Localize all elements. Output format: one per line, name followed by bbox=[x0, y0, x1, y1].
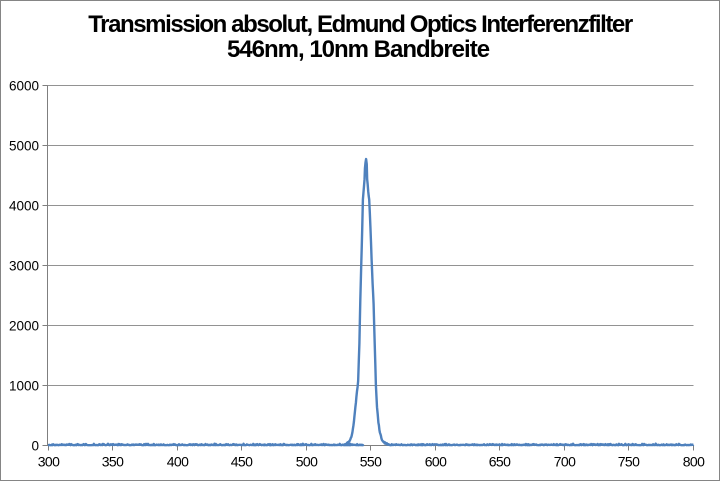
svg-text:350: 350 bbox=[102, 454, 124, 470]
svg-text:0: 0 bbox=[31, 438, 39, 453]
svg-text:2000: 2000 bbox=[9, 318, 39, 333]
svg-text:750: 750 bbox=[618, 454, 640, 470]
svg-text:700: 700 bbox=[554, 454, 576, 470]
svg-text:6000: 6000 bbox=[9, 78, 39, 93]
svg-text:5000: 5000 bbox=[9, 138, 39, 153]
svg-text:450: 450 bbox=[231, 454, 253, 470]
svg-text:3000: 3000 bbox=[9, 258, 39, 273]
svg-text:650: 650 bbox=[489, 454, 511, 470]
svg-text:300: 300 bbox=[38, 454, 60, 470]
svg-text:4000: 4000 bbox=[9, 198, 39, 213]
svg-text:400: 400 bbox=[167, 454, 189, 470]
svg-text:600: 600 bbox=[425, 454, 447, 470]
svg-text:1000: 1000 bbox=[9, 378, 39, 393]
svg-text:500: 500 bbox=[296, 454, 318, 470]
svg-text:800: 800 bbox=[683, 454, 705, 470]
svg-text:550: 550 bbox=[360, 454, 382, 470]
